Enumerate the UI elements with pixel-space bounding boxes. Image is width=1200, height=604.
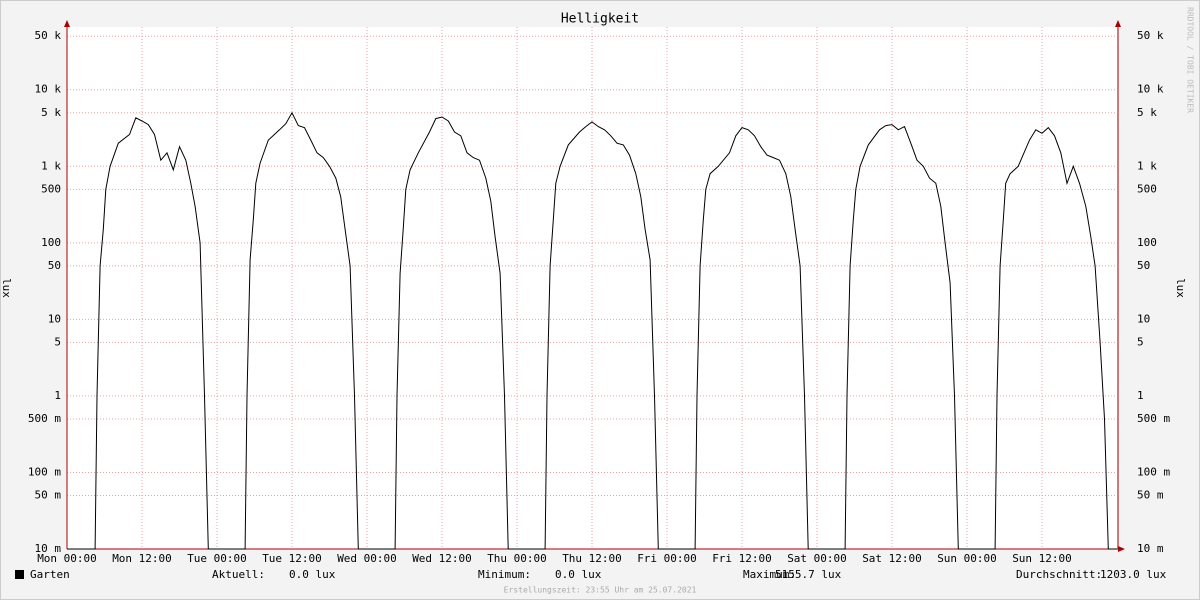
y-axis-label: lux [1174, 278, 1187, 298]
y-tick-label: 50 k [1137, 29, 1164, 42]
x-tick-label: Mon 00:00 [37, 552, 97, 565]
x-tick-label: Wed 00:00 [337, 552, 397, 565]
y-tick-label: 100 m [1137, 465, 1170, 478]
x-tick-label: Fri 00:00 [637, 552, 697, 565]
y-tick-label: 100 [1137, 236, 1157, 249]
y-tick-label: 5 [1137, 335, 1144, 348]
legend-label: Garten [30, 568, 70, 581]
y-tick-label: 10 m [1137, 542, 1164, 555]
y-tick-label: 500 m [1137, 412, 1170, 425]
y-axis-label: lux [0, 278, 13, 298]
stat-label: Maximum: [743, 568, 796, 581]
y-tick-label: 10 k [1137, 83, 1164, 96]
stat-value: 0.0 lux [289, 568, 336, 581]
x-tick-label: Tue 00:00 [187, 552, 247, 565]
y-tick-label: 10 [1137, 312, 1150, 325]
y-tick-label: 50 m [1137, 488, 1164, 501]
x-tick-label: Sat 00:00 [787, 552, 847, 565]
stat-value: 0.0 lux [555, 568, 602, 581]
y-tick-label: 5 k [41, 106, 61, 119]
stat-label: Minimum: [478, 568, 531, 581]
y-tick-label: 50 [1137, 259, 1150, 272]
y-tick-label: 1 k [1137, 159, 1157, 172]
y-tick-label: 50 k [35, 29, 62, 42]
x-tick-label: Mon 12:00 [112, 552, 172, 565]
stat-value: 1203.0 lux [1100, 568, 1167, 581]
axis-arrow [1118, 546, 1125, 552]
x-tick-label: Thu 12:00 [562, 552, 622, 565]
y-tick-label: 100 m [28, 465, 61, 478]
legend-swatch [15, 570, 24, 579]
chart-title: Helligkeit [561, 12, 639, 27]
x-tick-label: Fri 12:00 [712, 552, 772, 565]
watermark: RRDTOOL / TOBI OETIKER [1186, 7, 1195, 113]
x-tick-label: Sun 00:00 [937, 552, 997, 565]
y-tick-label: 5 k [1137, 106, 1157, 119]
y-tick-label: 1 [1137, 389, 1144, 402]
y-tick-label: 10 k [35, 83, 62, 96]
y-tick-label: 1 k [41, 159, 61, 172]
axis-arrow [64, 20, 70, 27]
y-tick-label: 50 m [35, 488, 62, 501]
y-tick-label: 10 [48, 312, 61, 325]
data-line [67, 111, 1117, 550]
stat-label: Durchschnitt: [1016, 568, 1102, 581]
y-tick-label: 100 [41, 236, 61, 249]
y-tick-label: 5 [54, 335, 61, 348]
x-tick-label: Sat 12:00 [862, 552, 922, 565]
y-tick-label: 50 [48, 259, 61, 272]
x-tick-label: Wed 12:00 [412, 552, 472, 565]
x-tick-label: Tue 12:00 [262, 552, 322, 565]
y-tick-label: 500 m [28, 412, 61, 425]
x-tick-label: Sun 12:00 [1012, 552, 1072, 565]
stat-label: Aktuell: [212, 568, 265, 581]
y-tick-label: 500 [41, 182, 61, 195]
footer: Erstellungszeit: 23:55 Uhr am 25.07.2021 [504, 586, 697, 595]
y-tick-label: 1 [54, 389, 61, 402]
stat-value: 5155.7 lux [775, 568, 842, 581]
y-tick-label: 500 [1137, 182, 1157, 195]
x-tick-label: Thu 00:00 [487, 552, 547, 565]
axis-arrow [1115, 20, 1121, 27]
y-tick-label: 10 m [35, 542, 62, 555]
